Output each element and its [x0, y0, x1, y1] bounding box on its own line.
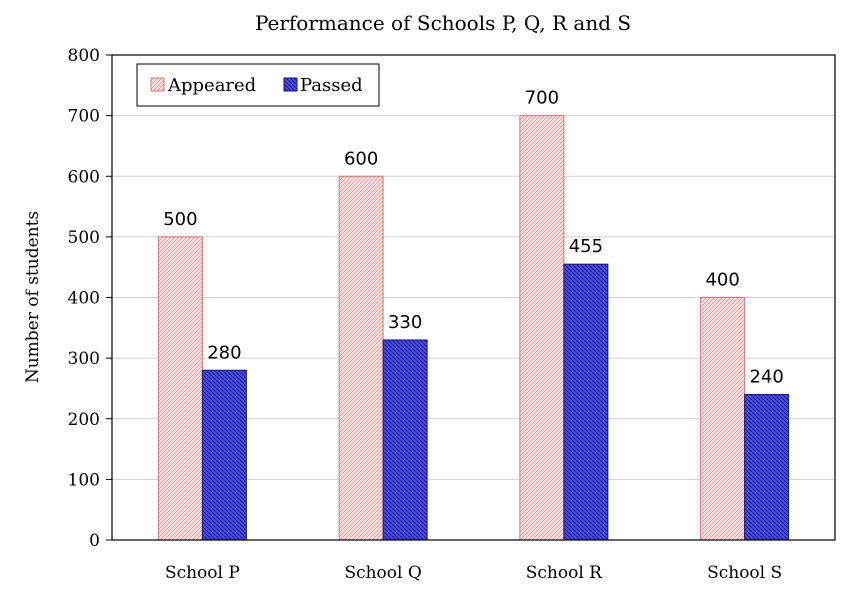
- y-tick-label: 0: [89, 531, 100, 551]
- bar-appeared-school-s: [700, 297, 746, 541]
- x-category-label: School S: [707, 563, 782, 583]
- data-label-appeared: 600: [344, 148, 378, 169]
- bars: [157, 115, 790, 541]
- data-labels: 500 280 600 330 700 455 400 240: [163, 88, 784, 388]
- legend-box: [136, 63, 380, 107]
- legend-swatch-appeared: [150, 77, 165, 92]
- data-label-passed: 330: [388, 312, 422, 333]
- legend: Appeared Passed: [136, 63, 380, 107]
- bar-appeared-school-p: [157, 236, 203, 541]
- data-label-appeared: 500: [163, 209, 197, 230]
- data-label-passed: 240: [749, 367, 783, 388]
- y-axis-title: Number of students: [23, 211, 43, 383]
- y-tick-label: 500: [68, 228, 100, 248]
- bar-appeared-school-q: [338, 175, 384, 541]
- bar-appeared-school-r: [519, 115, 565, 541]
- bar-passed-school-q: [382, 339, 428, 541]
- y-tick-label: 400: [68, 289, 100, 309]
- x-category-label: School P: [165, 563, 240, 583]
- y-tick-label: 700: [68, 107, 100, 127]
- x-category-label: School R: [526, 563, 603, 583]
- legend-label-passed: Passed: [300, 75, 363, 96]
- x-axis-categories: School P School Q School R School S: [165, 563, 782, 583]
- plot-frame: [111, 54, 836, 541]
- data-label-passed: 280: [207, 342, 241, 363]
- y-tick-label: 600: [68, 167, 100, 187]
- bar-passed-school-p: [201, 369, 247, 541]
- data-label-appeared: 400: [705, 270, 739, 291]
- data-label-appeared: 700: [525, 88, 559, 109]
- y-tick-label: 200: [68, 410, 100, 430]
- data-label-passed: 455: [569, 236, 603, 257]
- y-tick-label: 300: [68, 349, 100, 369]
- chart-title: Performance of Schools P, Q, R and S: [255, 11, 631, 35]
- legend-swatch-passed: [283, 77, 298, 92]
- y-axis-ticks: 0 100 200 300 400 500 600 700 800: [68, 46, 112, 551]
- bar-passed-school-s: [744, 394, 790, 541]
- y-tick-label: 100: [68, 470, 100, 490]
- x-category-label: School Q: [344, 563, 421, 583]
- y-tick-label: 800: [68, 46, 100, 66]
- bar-passed-school-r: [563, 263, 609, 541]
- legend-label-appeared: Appeared: [167, 75, 256, 96]
